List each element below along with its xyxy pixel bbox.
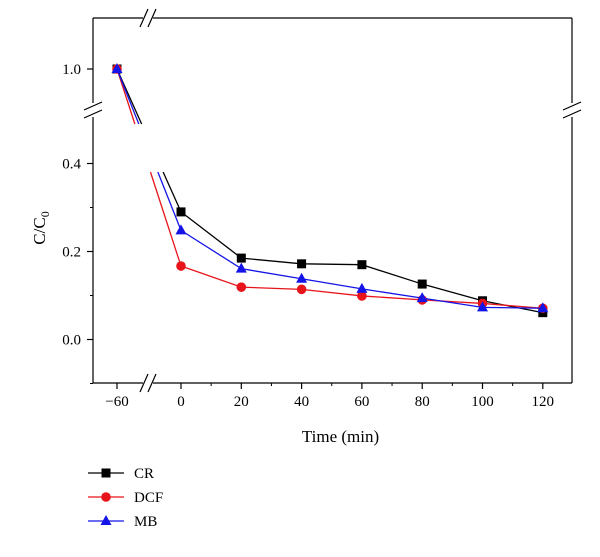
y-break-left: [83, 101, 103, 119]
series-dcf-point: [357, 291, 367, 301]
y-tick-label: 0.0: [62, 333, 81, 349]
x-break-top-stroke: [139, 8, 149, 28]
series-mb-point: [111, 63, 123, 73]
series-mb-line-seg: [116, 68, 140, 125]
axes: −60 0 20 40 60 80 100 120 0.0 0.2 0.4 1.0 Time (min)…: [30, 8, 582, 446]
series-mb-point: [175, 224, 187, 235]
x-axis-title: Time (min): [302, 427, 379, 446]
series-cr: [112, 64, 548, 318]
x-tick-label: 60: [354, 394, 369, 410]
series-dcf-line-seg: [149, 171, 182, 267]
series-cr-point: [357, 260, 367, 270]
y-break-right-stroke: [562, 109, 582, 119]
x-tick-label: −60: [105, 394, 128, 410]
series-mb-point: [235, 262, 247, 273]
y-tick-label-upper: 1.0: [62, 62, 81, 78]
series-cr-point: [417, 279, 427, 289]
legend-item-cr: CR: [88, 466, 154, 482]
x-tick-label: 20: [234, 394, 249, 410]
x-tick-label: 40: [294, 394, 309, 410]
y-axis-title: C/C0: [30, 211, 52, 244]
y-tick-label: 0.2: [62, 245, 81, 261]
y-axis-title-subscript: 0: [38, 211, 52, 217]
x-tick-label: 120: [532, 394, 555, 410]
legend: CR DCF MB: [88, 466, 163, 530]
series-cr-point: [236, 253, 246, 263]
y-break-right: [562, 101, 582, 119]
x-break-bottom-stroke: [147, 373, 157, 393]
series-mb-point: [537, 302, 549, 313]
series-cr-line-seg: [162, 171, 182, 213]
series-mb: [111, 63, 549, 313]
x-break-top-stroke: [147, 8, 157, 28]
x-tick-label: 0: [177, 394, 185, 410]
series-mb-point: [296, 272, 308, 283]
x-tick-label: 80: [415, 394, 430, 410]
legend-marker-mb: [100, 515, 112, 525]
series-dcf-point: [176, 261, 186, 271]
y-break-left-stroke: [83, 109, 103, 119]
y-tick-label: 0.4: [62, 157, 81, 173]
legend-item-mb: MB: [88, 514, 157, 530]
legend-marker-cr: [101, 468, 111, 478]
legend-label-mb: MB: [134, 514, 157, 530]
series-mb-point: [416, 292, 428, 303]
x-tick-label: 100: [471, 394, 494, 410]
series-dcf: [112, 64, 548, 314]
y-break-right-stroke: [562, 101, 582, 111]
series-cr-point: [176, 207, 186, 217]
series-dcf-point: [236, 282, 247, 292]
y-break-left-stroke: [83, 101, 103, 111]
legend-marker-dcf: [101, 492, 111, 502]
x-break-top: [139, 8, 157, 28]
series-mb-point: [477, 301, 488, 312]
series-layer: [111, 63, 549, 318]
legend-item-dcf: DCF: [88, 490, 163, 506]
x-break-bottom-stroke: [139, 373, 149, 393]
legend-label-cr: CR: [134, 466, 154, 482]
series-mb-line-seg: [157, 171, 182, 231]
series-dcf-point: [296, 284, 307, 295]
series-mb-point: [356, 282, 368, 293]
series-cr-point: [297, 259, 307, 269]
x-break-bottom: [139, 373, 157, 393]
legend-label-dcf: DCF: [134, 490, 163, 506]
